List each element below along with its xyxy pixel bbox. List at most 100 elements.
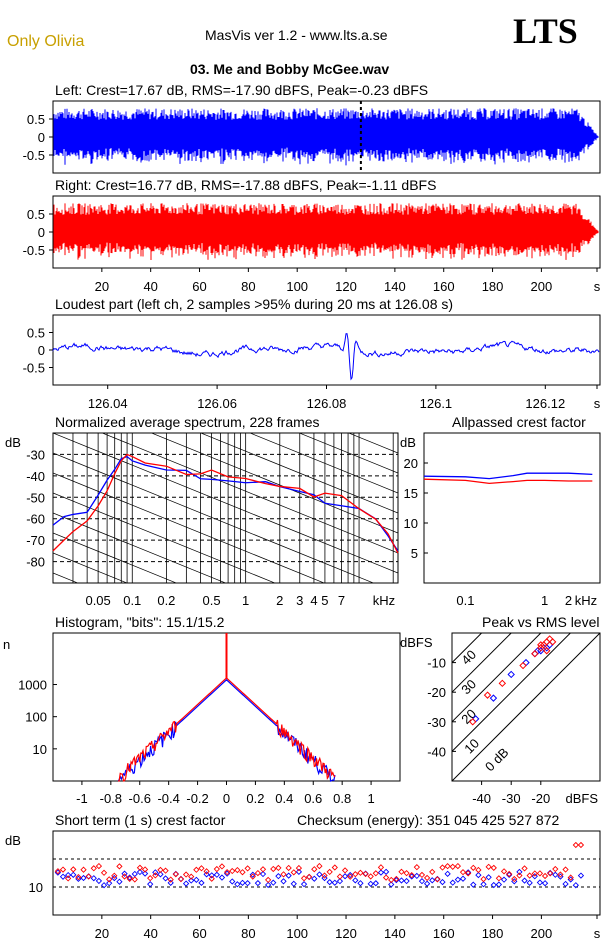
crest-point <box>141 866 149 873</box>
x-tick-label: 0.2 <box>157 593 175 608</box>
crest-point <box>234 866 241 874</box>
crest-point <box>459 875 467 882</box>
spectrum-series-0 <box>52 455 399 552</box>
crest-point <box>188 873 195 880</box>
crest-point <box>249 871 256 878</box>
y-tick-label: -20 <box>427 685 446 700</box>
peakrms-point <box>540 641 548 649</box>
crest-point <box>311 866 318 873</box>
peakrms-point <box>545 635 554 643</box>
histogram-title: Histogram, "bits": 15.1/15.2 <box>55 614 225 630</box>
crest-point <box>265 876 272 884</box>
crest-diagonal <box>451 632 512 693</box>
crest-point <box>65 875 72 882</box>
crest-point <box>106 876 113 883</box>
y-tick-label: 0.5 <box>27 207 45 222</box>
crest-point <box>531 870 538 877</box>
crest-point <box>352 871 359 878</box>
crest-point <box>470 864 477 871</box>
y-tick-label: -40 <box>26 469 45 484</box>
crest-point <box>239 869 246 876</box>
crest-point <box>413 872 420 880</box>
crest-point <box>167 876 174 883</box>
x-tick-label: -40 <box>472 791 491 806</box>
crest-point <box>131 876 138 883</box>
slope-line <box>199 433 398 514</box>
peakrms-point <box>469 718 477 726</box>
crest-point <box>536 870 544 877</box>
y-axis-label: dB <box>400 435 416 450</box>
crest-point <box>100 869 108 876</box>
track-name: 03. Me and Bobby McGee.wav <box>190 61 390 77</box>
crest-point <box>377 869 385 876</box>
crest-point <box>147 881 154 888</box>
crest-diagonal <box>451 632 571 752</box>
y-tick-label: 0 <box>38 343 45 358</box>
crest-point <box>347 871 354 879</box>
crest-point <box>398 868 405 875</box>
crest-point <box>429 868 436 876</box>
crest-diagonal <box>451 632 601 782</box>
crest-point <box>116 863 123 870</box>
crest-point <box>506 870 513 878</box>
crest-point <box>259 866 267 873</box>
x-tick-label: s <box>594 396 601 411</box>
x-tick-label: 0.5 <box>202 593 220 608</box>
crest-point <box>526 872 533 879</box>
crest-point <box>95 877 103 885</box>
crest-point <box>382 874 390 881</box>
crest-point <box>203 871 210 878</box>
crest-point <box>464 870 472 877</box>
x-tick-label: 2 <box>276 593 283 608</box>
crest-point <box>500 868 508 875</box>
x-tick-label: -30 <box>502 791 521 806</box>
waveform-trace <box>53 203 599 260</box>
crest-point <box>218 874 226 881</box>
crest-point <box>464 869 472 876</box>
crest-point <box>223 869 231 876</box>
y-tick-label: -80 <box>26 555 45 570</box>
crest-point <box>372 870 379 877</box>
x-tick-label: 120 <box>335 279 357 294</box>
crest-point <box>316 862 323 870</box>
crest-point <box>106 880 113 887</box>
slope-line <box>53 552 128 583</box>
crest-point <box>393 875 400 883</box>
slope-line <box>298 433 398 474</box>
x-tick-label: 100 <box>286 279 308 294</box>
crest-point <box>506 871 513 878</box>
crest-point <box>239 879 246 886</box>
crest-point <box>80 866 87 873</box>
peakrms-point <box>483 691 492 699</box>
x-tick-label: 0.1 <box>456 593 474 608</box>
crest-point <box>521 865 528 872</box>
crest-point <box>470 881 477 888</box>
checksum: Checksum (energy): 351 045 425 527 872 <box>297 812 560 828</box>
crest-point <box>213 865 220 873</box>
x-tick-label: -0.2 <box>186 791 208 806</box>
crest-point <box>418 878 426 885</box>
peakrms-point <box>531 650 539 658</box>
crest-point <box>280 871 287 878</box>
crest-point <box>300 875 308 882</box>
crest-point <box>372 880 379 887</box>
crest-point <box>229 867 236 875</box>
crest-point <box>75 875 82 882</box>
peakrms-point <box>519 661 527 670</box>
crest-point <box>490 864 497 872</box>
x-tick-label: 0.1 <box>123 593 141 608</box>
y-tick-label: -30 <box>427 715 446 730</box>
crest-point <box>572 882 579 889</box>
y-axis-label: dBFS <box>400 635 433 650</box>
crest-point <box>377 864 385 871</box>
peakrms-point <box>531 650 539 658</box>
crest-point <box>116 878 123 885</box>
peakrms-point <box>543 638 551 646</box>
x-tick-label: 126.1 <box>420 396 453 411</box>
crest-point <box>367 880 374 887</box>
crest-point <box>521 877 528 884</box>
y-tick-label: -0.5 <box>23 148 45 163</box>
crest-title: Short term (1 s) crest factor <box>55 812 226 828</box>
crest-point <box>557 871 564 878</box>
crest-point <box>85 873 92 880</box>
